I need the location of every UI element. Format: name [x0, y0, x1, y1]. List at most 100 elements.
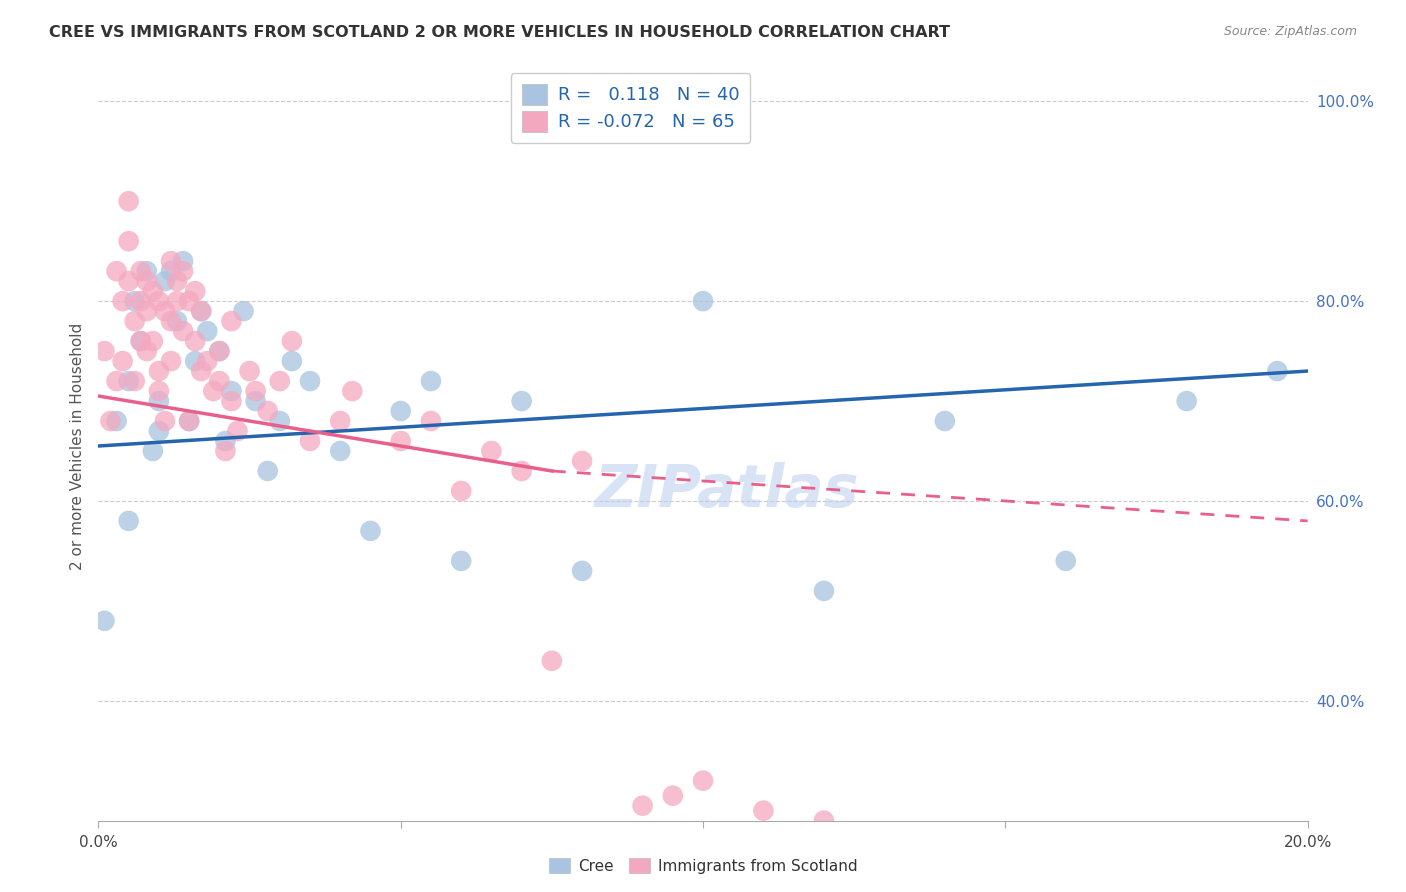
Point — [208, 374, 231, 388]
Point — [813, 814, 835, 828]
Point — [190, 364, 212, 378]
Point — [214, 434, 236, 448]
Point — [142, 444, 165, 458]
Point — [299, 374, 322, 388]
Point — [195, 354, 218, 368]
Point — [510, 464, 533, 478]
Point — [813, 583, 835, 598]
Point — [692, 294, 714, 309]
Point — [1267, 364, 1289, 378]
Point — [329, 414, 352, 428]
Point — [129, 334, 152, 348]
Y-axis label: 2 or more Vehicles in Household: 2 or more Vehicles in Household — [69, 322, 84, 570]
Point — [172, 254, 194, 268]
Point — [184, 354, 207, 368]
Point — [100, 414, 122, 428]
Point — [93, 344, 115, 359]
Point — [190, 304, 212, 318]
Point — [661, 789, 683, 803]
Legend: Cree, Immigrants from Scotland: Cree, Immigrants from Scotland — [543, 852, 863, 880]
Point — [124, 314, 146, 328]
Point — [1054, 554, 1077, 568]
Legend: R =   0.118   N = 40, R = -0.072   N = 65: R = 0.118 N = 40, R = -0.072 N = 65 — [510, 73, 751, 143]
Point — [153, 414, 176, 428]
Point — [226, 424, 249, 438]
Point — [692, 773, 714, 788]
Point — [129, 334, 152, 348]
Point — [239, 364, 262, 378]
Point — [360, 524, 382, 538]
Point — [118, 374, 141, 388]
Point — [281, 334, 304, 348]
Point — [160, 354, 183, 368]
Point — [221, 314, 243, 328]
Point — [153, 274, 176, 288]
Point — [153, 304, 176, 318]
Point — [148, 384, 170, 398]
Point — [129, 264, 152, 278]
Point — [256, 404, 278, 418]
Point — [129, 294, 152, 309]
Point — [256, 464, 278, 478]
Point — [105, 414, 128, 428]
Point — [342, 384, 364, 398]
Point — [208, 344, 231, 359]
Point — [135, 274, 157, 288]
Point — [118, 514, 141, 528]
Point — [179, 414, 201, 428]
Point — [118, 234, 141, 248]
Point — [135, 304, 157, 318]
Point — [389, 434, 412, 448]
Point — [245, 384, 267, 398]
Point — [631, 798, 654, 813]
Point — [166, 314, 188, 328]
Point — [111, 354, 134, 368]
Point — [420, 374, 443, 388]
Point — [481, 444, 503, 458]
Point — [752, 804, 775, 818]
Point — [389, 404, 412, 418]
Point — [135, 344, 157, 359]
Point — [934, 414, 956, 428]
Point — [540, 654, 562, 668]
Point — [1175, 394, 1198, 409]
Point — [221, 384, 243, 398]
Point — [142, 284, 165, 298]
Point — [179, 414, 201, 428]
Point — [172, 264, 194, 278]
Point — [148, 364, 170, 378]
Point — [202, 384, 225, 398]
Point — [450, 554, 472, 568]
Point — [172, 324, 194, 338]
Point — [166, 294, 188, 309]
Point — [111, 294, 134, 309]
Point — [179, 294, 201, 309]
Point — [571, 454, 593, 468]
Point — [160, 264, 183, 278]
Point — [245, 394, 267, 409]
Point — [184, 284, 207, 298]
Point — [420, 414, 443, 428]
Point — [450, 483, 472, 498]
Point — [232, 304, 254, 318]
Point — [118, 274, 141, 288]
Point — [184, 334, 207, 348]
Point — [299, 434, 322, 448]
Text: Source: ZipAtlas.com: Source: ZipAtlas.com — [1223, 25, 1357, 38]
Point — [160, 254, 183, 268]
Point — [124, 294, 146, 309]
Text: CREE VS IMMIGRANTS FROM SCOTLAND 2 OR MORE VEHICLES IN HOUSEHOLD CORRELATION CHA: CREE VS IMMIGRANTS FROM SCOTLAND 2 OR MO… — [49, 25, 950, 40]
Point — [118, 194, 141, 209]
Point — [195, 324, 218, 338]
Text: ZIPatlas: ZIPatlas — [595, 462, 859, 519]
Point — [105, 374, 128, 388]
Point — [148, 294, 170, 309]
Point — [166, 274, 188, 288]
Point — [160, 314, 183, 328]
Point — [269, 374, 291, 388]
Point — [148, 394, 170, 409]
Point — [93, 614, 115, 628]
Point — [124, 374, 146, 388]
Point — [329, 444, 352, 458]
Point — [105, 264, 128, 278]
